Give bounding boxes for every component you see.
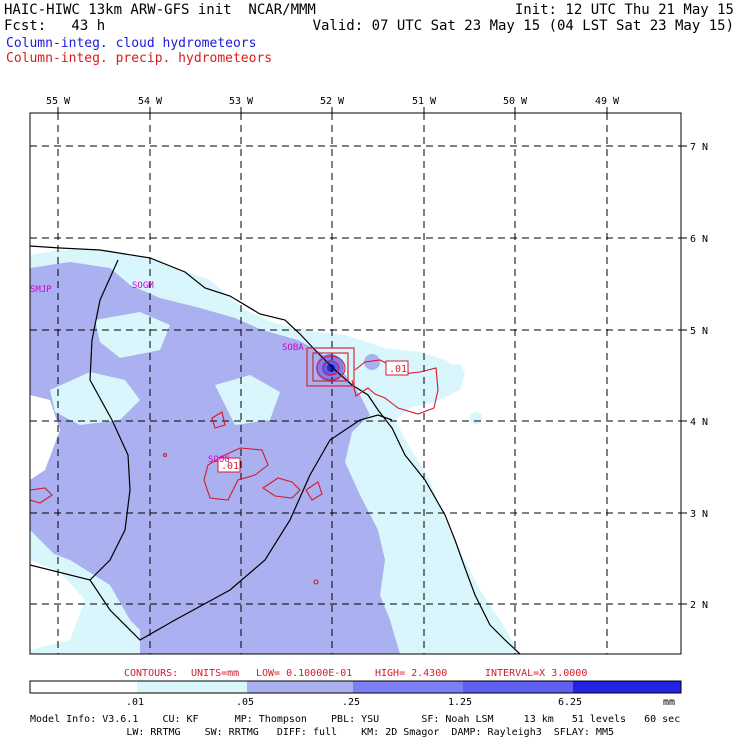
footer-line-1: Model Info: V3.6.1 CU: KF MP: Thompson P… [30, 714, 680, 725]
station-soog: SOOG [208, 455, 230, 465]
lat-label-group: 7 N 6 N 5 N 4 N 3 N 2 N [690, 142, 708, 611]
coastline-borders [30, 245, 521, 654]
lon-label-group: 55 W 54 W 53 W 52 W 51 W 50 W 49 W [46, 96, 620, 107]
colorbar-tick-2: .25 [342, 697, 360, 708]
border-south [89, 414, 393, 641]
lon-label: 49 W [595, 96, 620, 107]
station-sogm: SOGM [132, 281, 154, 291]
contour-label-box-2 [217, 457, 241, 473]
colorbar-tick-1: .05 [236, 697, 254, 708]
lat-label: 4 N [690, 417, 708, 428]
contour-dot-2 [313, 579, 319, 585]
shade-gap-2 [95, 312, 170, 358]
coastline [30, 245, 521, 654]
colorbar-border [29, 680, 682, 694]
contour-mid-2 [262, 477, 301, 499]
lon-label: 53 W [229, 96, 254, 107]
valid-time: Valid: 07 UTC Sat 23 May 15 (04 LST Sat … [312, 18, 734, 34]
colorbar-unit: mm [663, 697, 675, 708]
colorbar-tick-0: .01 [126, 697, 144, 708]
contour-label-2: .01 [221, 461, 239, 472]
contour-label-group: .01 .01 [217, 360, 409, 473]
forecast-hour: Fcst: 43 h [4, 18, 106, 34]
station-smjp: SMJP [30, 285, 52, 295]
contour-core-inner [322, 360, 340, 376]
contour-label-1: .01 [389, 364, 407, 375]
footer-line-2: LW: RRTMG SW: RRTMG DIFF: full KM: 2D Sm… [30, 727, 614, 738]
contour-box-inner [312, 352, 349, 382]
lat-label: 6 N [690, 234, 708, 245]
init-time: Init: 12 UTC Thu 21 May 15 [514, 2, 734, 18]
colorbar-tick-3: 1.25 [448, 697, 472, 708]
contour-info-units: UNITS=mm [191, 668, 239, 679]
colorbar-seg-1 [137, 681, 247, 693]
shade-gap-1 [50, 372, 140, 425]
shade-small-2 [451, 364, 463, 376]
shade-cloud-625 [327, 364, 335, 372]
colorbar-seg-2 [247, 681, 353, 693]
map-border-ticks [57, 107, 687, 605]
lon-label: 54 W [138, 96, 163, 107]
colorbar-seg-0 [30, 681, 137, 693]
colorbar-ticks: .01 .05 .25 1.25 6.25 mm [126, 697, 675, 708]
contour-info-interval: INTERVAL=X 3.0000 [485, 668, 587, 679]
shade-gap-4 [215, 375, 280, 425]
contour-west [30, 487, 53, 504]
shade-small-1 [364, 354, 380, 370]
cloud-field-label: Column-integ. cloud hydrometeors [6, 36, 257, 51]
contour-label-box-1 [385, 360, 409, 376]
lon-label: 55 W [46, 96, 71, 107]
contour-mid-1 [203, 447, 269, 501]
lon-label: 52 W [320, 96, 345, 107]
contour-info: CONTOURS: UNITS=mm LOW= 0.10000E-01 HIGH… [124, 668, 587, 679]
lat-label: 3 N [690, 509, 708, 520]
lat-label: 5 N [690, 326, 708, 337]
station-soba: SOBA [282, 343, 304, 353]
station-group: SMJP SOGM SOBA SOOG [30, 281, 304, 465]
contour-mid-3 [305, 481, 323, 501]
contour-info-contours: CONTOURS: [124, 668, 178, 679]
precip-field-label: Column-integ. precip. hydrometeors [6, 51, 273, 66]
colorbar-tick-4: 6.25 [558, 697, 582, 708]
colorbar-seg-3 [353, 681, 463, 693]
model-title: HAIC-HIWC 13km ARW-GFS init NCAR/MMM [4, 2, 316, 18]
contour-box-outer [306, 347, 355, 387]
lon-label: 51 W [412, 96, 437, 107]
lat-label: 2 N [690, 600, 708, 611]
colorbar-seg-5 [573, 681, 681, 693]
contour-info-low: LOW= 0.10000E-01 [256, 668, 352, 679]
colorbar-seg-4 [463, 681, 573, 693]
contour-core [316, 355, 346, 381]
contour-small-1 [211, 411, 226, 429]
lat-lon-grid [30, 113, 681, 654]
map-border [29, 112, 682, 655]
lon-label: 50 W [503, 96, 528, 107]
border-west [30, 259, 131, 581]
shade-small-3 [470, 412, 482, 424]
shade-gap-3 [30, 395, 60, 480]
contour-dot-1 [162, 452, 168, 458]
colorbar [29, 680, 682, 694]
lat-label: 7 N [690, 142, 708, 153]
contour-info-high: HIGH= 2.4300 [375, 668, 447, 679]
